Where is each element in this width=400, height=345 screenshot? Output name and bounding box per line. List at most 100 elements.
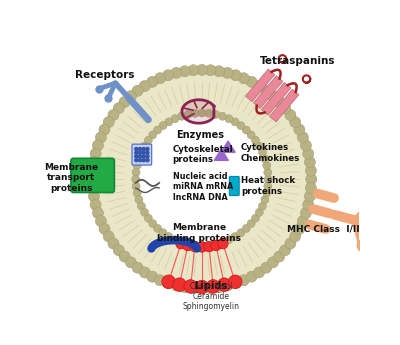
Text: Nucleic acid
miRNA mRNA
lncRNA DNA: Nucleic acid miRNA mRNA lncRNA DNA <box>173 172 233 202</box>
Polygon shape <box>254 76 283 108</box>
Circle shape <box>294 223 305 234</box>
Circle shape <box>154 73 166 84</box>
Circle shape <box>274 251 285 262</box>
Circle shape <box>254 80 264 91</box>
Circle shape <box>263 189 271 197</box>
Circle shape <box>132 262 143 273</box>
Circle shape <box>99 124 110 135</box>
Circle shape <box>88 157 100 168</box>
Text: Cytoskeletal
proteins: Cytoskeletal proteins <box>173 145 233 164</box>
Circle shape <box>154 126 162 134</box>
Circle shape <box>138 116 266 243</box>
Circle shape <box>264 175 272 183</box>
Circle shape <box>303 199 314 210</box>
Circle shape <box>212 240 220 248</box>
Circle shape <box>196 65 208 76</box>
Circle shape <box>171 236 179 244</box>
Circle shape <box>246 271 257 282</box>
Polygon shape <box>182 100 214 123</box>
Circle shape <box>87 174 98 185</box>
Circle shape <box>188 283 199 294</box>
Circle shape <box>133 189 141 197</box>
Circle shape <box>140 208 148 216</box>
Circle shape <box>231 233 239 240</box>
Circle shape <box>184 240 192 248</box>
Circle shape <box>146 151 149 154</box>
Polygon shape <box>262 82 291 115</box>
Circle shape <box>138 151 142 154</box>
Circle shape <box>238 275 249 286</box>
Circle shape <box>113 103 124 114</box>
Circle shape <box>237 229 245 237</box>
Circle shape <box>263 161 271 169</box>
Polygon shape <box>270 89 299 122</box>
Circle shape <box>138 159 142 162</box>
Circle shape <box>95 132 106 143</box>
Text: Heat shock
proteins: Heat shock proteins <box>241 176 295 196</box>
Circle shape <box>214 282 224 293</box>
Circle shape <box>190 241 200 252</box>
Circle shape <box>285 238 296 249</box>
Circle shape <box>205 65 216 76</box>
Circle shape <box>138 148 146 156</box>
FancyBboxPatch shape <box>229 176 239 196</box>
Circle shape <box>146 159 149 162</box>
Circle shape <box>211 240 221 251</box>
Circle shape <box>165 233 173 240</box>
Circle shape <box>261 155 269 163</box>
Circle shape <box>195 280 209 294</box>
Circle shape <box>184 110 192 118</box>
Circle shape <box>297 132 308 143</box>
Circle shape <box>303 148 314 159</box>
Circle shape <box>222 67 233 78</box>
Circle shape <box>252 136 260 144</box>
Circle shape <box>159 229 167 237</box>
Circle shape <box>205 283 216 294</box>
Circle shape <box>108 109 119 120</box>
Text: Cytokines
Chemokines: Cytokines Chemokines <box>240 144 300 163</box>
Circle shape <box>261 196 269 204</box>
Circle shape <box>225 236 233 244</box>
Circle shape <box>119 96 130 107</box>
Circle shape <box>113 245 124 256</box>
Circle shape <box>198 241 206 249</box>
Circle shape <box>139 267 150 278</box>
Circle shape <box>179 66 190 77</box>
Circle shape <box>146 155 149 158</box>
Circle shape <box>171 67 182 78</box>
Polygon shape <box>214 149 228 160</box>
Circle shape <box>135 196 143 204</box>
Circle shape <box>95 216 106 227</box>
Circle shape <box>212 110 220 118</box>
Circle shape <box>252 214 260 222</box>
Circle shape <box>188 65 199 76</box>
Circle shape <box>149 131 157 139</box>
Circle shape <box>255 142 263 150</box>
Circle shape <box>237 122 245 130</box>
Circle shape <box>132 85 143 96</box>
Circle shape <box>204 241 214 252</box>
Circle shape <box>218 278 231 292</box>
Circle shape <box>90 148 101 159</box>
Circle shape <box>205 241 213 249</box>
Circle shape <box>154 225 162 233</box>
Circle shape <box>171 115 179 123</box>
Circle shape <box>300 140 312 151</box>
Circle shape <box>87 182 98 193</box>
Circle shape <box>144 136 152 144</box>
Text: Lipids: Lipids <box>194 281 228 291</box>
Circle shape <box>304 157 316 168</box>
Circle shape <box>108 238 119 249</box>
Circle shape <box>258 148 266 156</box>
Circle shape <box>264 168 272 176</box>
Circle shape <box>290 117 301 128</box>
Text: Receptors: Receptors <box>75 69 135 79</box>
Circle shape <box>90 199 101 210</box>
Circle shape <box>246 76 257 87</box>
Circle shape <box>92 140 104 151</box>
Circle shape <box>92 207 104 219</box>
Circle shape <box>135 148 138 150</box>
Circle shape <box>138 202 146 210</box>
Circle shape <box>230 70 241 81</box>
Circle shape <box>99 223 110 234</box>
